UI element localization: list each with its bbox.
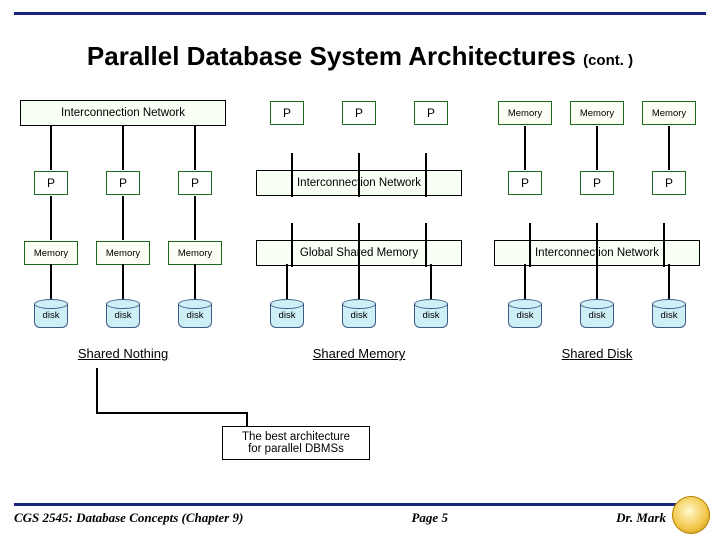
memory-node: Memory: [498, 101, 552, 125]
disk-node: disk: [508, 302, 542, 328]
footer-page: Page 5: [411, 510, 447, 526]
memory-node: Memory: [168, 241, 222, 265]
title-cont: (cont. ): [583, 52, 633, 69]
disk-node: disk: [652, 302, 686, 328]
architecture-diagram: Interconnection Network P P P Memory Mem…: [14, 100, 706, 390]
processor-node: P: [106, 171, 140, 195]
callout-connector: [96, 368, 98, 412]
shared-disk-column: Memory Memory Memory P P P Interconnecti…: [488, 100, 706, 390]
disk-node: disk: [178, 302, 212, 328]
processor-node: P: [414, 101, 448, 125]
memory-node: Memory: [96, 241, 150, 265]
shared-nothing-caption: Shared Nothing: [14, 346, 232, 361]
memory-node: Memory: [24, 241, 78, 265]
disk-node: disk: [342, 302, 376, 328]
school-seal-icon: [672, 496, 710, 534]
disk-node: disk: [106, 302, 140, 328]
processor-node: P: [34, 171, 68, 195]
shared-nothing-column: Interconnection Network P P P Memory Mem…: [14, 100, 232, 390]
callout-connector: [246, 412, 248, 426]
global-shared-memory: Global Shared Memory: [256, 240, 462, 266]
memory-node: Memory: [570, 101, 624, 125]
footer-left: CGS 2545: Database Concepts (Chapter 9): [14, 510, 243, 526]
footer: CGS 2545: Database Concepts (Chapter 9) …: [14, 503, 706, 526]
page-title: Parallel Database System Architectures (…: [0, 41, 720, 72]
callout-text: The best architecture for parallel DBMSs: [231, 431, 361, 455]
interconnect-bus: Interconnection Network: [494, 240, 700, 266]
processor-node: P: [580, 171, 614, 195]
shared-memory-column: P P P Interconnection Network Global Sha…: [250, 100, 468, 390]
disk-node: disk: [580, 302, 614, 328]
callout-connector: [96, 412, 246, 414]
shared-disk-caption: Shared Disk: [488, 346, 706, 361]
processor-node: P: [270, 101, 304, 125]
interconnect-bus: Interconnection Network: [20, 100, 226, 126]
processor-node: P: [342, 101, 376, 125]
processor-node: P: [508, 171, 542, 195]
disk-node: disk: [414, 302, 448, 328]
processor-node: P: [652, 171, 686, 195]
title-main: Parallel Database System Architectures: [87, 41, 583, 71]
shared-memory-caption: Shared Memory: [250, 346, 468, 361]
interconnect-bus: Interconnection Network: [256, 170, 462, 196]
disk-node: disk: [270, 302, 304, 328]
disk-node: disk: [34, 302, 68, 328]
memory-node: Memory: [642, 101, 696, 125]
callout-box: The best architecture for parallel DBMSs: [222, 426, 370, 460]
processor-node: P: [178, 171, 212, 195]
